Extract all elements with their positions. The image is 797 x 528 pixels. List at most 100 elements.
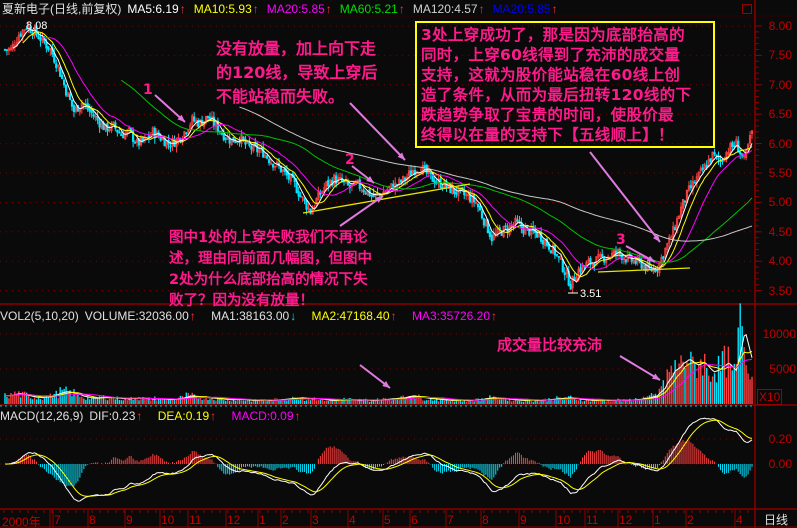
volume-bar	[707, 375, 710, 404]
volume-bar	[487, 398, 489, 404]
candle-body	[565, 270, 568, 275]
ma-label: MA120:4.57	[412, 2, 478, 16]
volume-bar	[31, 399, 34, 404]
month-tick: 4	[349, 513, 356, 527]
candle-body	[224, 138, 227, 140]
candle-body	[214, 121, 217, 127]
volume-bar	[274, 398, 276, 404]
candle-body	[297, 191, 300, 197]
volume-bar	[583, 400, 586, 404]
volume-bar	[321, 398, 324, 404]
vol-title: VOL2(5,10,20)	[0, 309, 79, 323]
volume-bar	[355, 399, 357, 404]
candle-body	[589, 257, 592, 265]
candle-body	[187, 129, 190, 135]
candle-body	[585, 261, 588, 267]
volume-bar	[684, 367, 686, 404]
volume-bar	[585, 398, 588, 404]
volume-bar	[749, 379, 751, 404]
volume-bar	[615, 400, 617, 404]
candle-body	[7, 48, 11, 51]
volume-bar	[721, 351, 724, 404]
volume-bar	[335, 399, 337, 404]
volume-bar	[118, 399, 121, 404]
volume-bar	[530, 400, 532, 404]
low-label: 3.51	[580, 288, 602, 300]
volume-bar	[404, 398, 406, 404]
volume-bar	[536, 400, 538, 404]
volume-bar	[242, 400, 245, 404]
volume-bar	[587, 400, 590, 404]
volume-bar	[158, 397, 160, 404]
volume-bar	[497, 400, 499, 404]
candle-body	[541, 240, 545, 245]
volume-bar	[167, 399, 170, 404]
volume-bar	[55, 390, 57, 404]
volume-bar	[177, 397, 180, 404]
price-tick: 8.00	[768, 19, 792, 33]
ma-label: MA60:5.21	[339, 2, 398, 16]
volume-bar	[156, 400, 158, 404]
restore-window-icon[interactable]	[742, 4, 752, 14]
volume-bar	[209, 399, 211, 404]
volume-bar	[495, 396, 497, 404]
candle-body	[98, 120, 101, 128]
failure-note-top: 没有放量，加上向下走 的120线，导致上穿后 不能站稳而失败。	[216, 39, 378, 106]
candle-body	[640, 260, 643, 269]
volume-bar	[315, 400, 318, 404]
candle-body	[289, 174, 292, 182]
month-tick: 8	[89, 513, 96, 527]
annotation-arrow	[339, 195, 384, 227]
candle-body	[557, 256, 560, 258]
period-label[interactable]: 日线	[764, 513, 789, 527]
candle-body	[693, 182, 696, 184]
success-explanation-box: 3处上穿成功了，那是因为底部抬高的 同时，上穿60线得到了充沛的成交量 支持，这…	[415, 21, 715, 148]
volume-bar	[544, 398, 546, 404]
candle-body	[664, 247, 667, 258]
candle-body	[329, 179, 332, 185]
volume-bar	[599, 399, 601, 404]
volume-bar	[213, 400, 215, 404]
candle-body	[100, 122, 103, 129]
volume-bar	[575, 400, 578, 404]
candle-body	[725, 152, 728, 160]
volume-bar	[674, 360, 676, 404]
candle-body	[153, 127, 156, 139]
volume-bar	[217, 397, 219, 404]
volume-bar	[272, 401, 274, 404]
month-tick: 9	[520, 513, 527, 527]
candle-body	[234, 141, 237, 144]
volume-bar	[333, 400, 335, 404]
candle-body	[701, 167, 704, 171]
up-arrow-icon: ↑	[294, 409, 301, 423]
volume-bar	[542, 399, 544, 404]
candle-body	[681, 199, 685, 209]
annotation-arrow	[349, 102, 406, 161]
volume-bar	[483, 399, 485, 404]
candle-body	[179, 138, 182, 142]
volume-bar	[538, 401, 540, 404]
candle-body	[390, 183, 393, 187]
annotation-arrow	[619, 355, 661, 381]
volume-bar	[579, 399, 582, 404]
candle-body	[94, 115, 97, 118]
volume-bar	[617, 398, 619, 404]
candle-body	[319, 192, 322, 195]
up-arrow-icon: ↑	[136, 409, 143, 423]
candle-body	[504, 225, 507, 228]
volume-bar	[329, 399, 331, 404]
volume-bar	[560, 397, 562, 404]
volume-bar	[248, 400, 251, 404]
candle-body	[677, 215, 681, 219]
volume-bar	[546, 401, 548, 404]
volume-bar	[380, 399, 383, 404]
candle-body	[281, 169, 285, 172]
volume-panel-header: VOL2(5,10,20) VOLUME:32036.00↑ MA1:38163.…	[0, 309, 503, 323]
volume-bar	[303, 400, 306, 404]
volume-bar	[288, 398, 290, 404]
candle-body	[748, 134, 752, 144]
candle-body	[135, 138, 139, 143]
candle-body	[128, 127, 131, 130]
candle-body	[624, 259, 627, 263]
